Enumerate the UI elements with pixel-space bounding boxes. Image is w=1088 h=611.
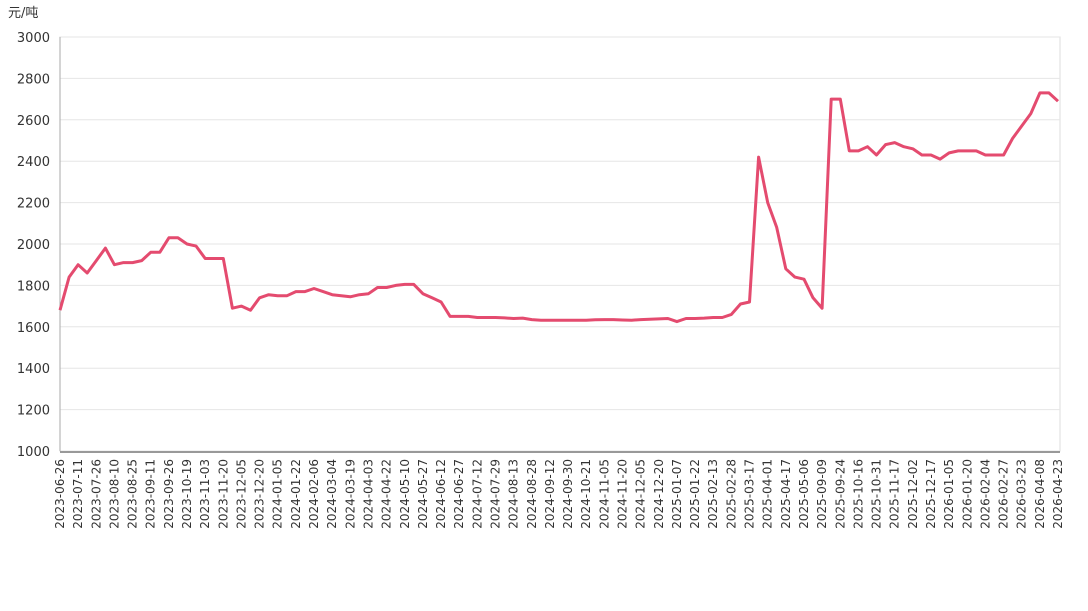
x-tick-label: 2024-12-05 [634, 459, 648, 529]
x-tick-label: 2023-11-03 [198, 459, 212, 529]
x-tick-label: 2024-07-29 [488, 459, 502, 529]
x-tick-label: 2025-02-13 [706, 459, 720, 529]
x-tick-label: 2023-11-20 [216, 459, 230, 529]
y-tick-label: 2800 [17, 72, 50, 87]
x-tick-label: 2024-01-22 [289, 459, 303, 529]
x-tick-label: 2025-09-24 [833, 459, 847, 529]
x-tick-label: 2025-09-09 [815, 459, 829, 529]
y-tick-label: 2600 [17, 114, 50, 129]
x-tick-label: 2025-05-06 [797, 459, 811, 529]
x-tick-label: 2026-01-05 [942, 459, 956, 529]
x-tick-label: 2023-12-05 [234, 459, 248, 529]
x-tick-label: 2026-02-04 [978, 459, 992, 529]
x-tick-label: 2026-01-20 [960, 459, 974, 529]
x-tick-label: 2024-08-13 [507, 459, 521, 529]
x-tick-label: 2025-04-01 [761, 459, 775, 529]
x-tick-label: 2025-04-17 [779, 459, 793, 529]
line [58, 91, 1060, 324]
x-tick-label: 2026-04-23 [1051, 459, 1065, 529]
y-tick-label: 2200 [17, 197, 50, 212]
x-tick-label: 2026-03-23 [1015, 459, 1029, 529]
x-tick-label: 2023-09-11 [144, 459, 158, 529]
x-tick-label: 2024-06-27 [452, 459, 466, 529]
y-tick-label: 1000 [17, 445, 50, 460]
x-tick-label: 2025-12-02 [906, 459, 920, 529]
x-tick-label: 2024-06-12 [434, 459, 448, 529]
x-tick-label: 2024-09-30 [561, 459, 575, 529]
x-tick-label: 2024-09-12 [543, 459, 557, 529]
x-tick-label: 2025-01-07 [670, 459, 684, 529]
x-tick-label: 2024-01-05 [271, 459, 285, 529]
x-tick-label: 2024-03-04 [325, 459, 339, 529]
x-tick-label: 2023-07-26 [89, 459, 103, 529]
y-tick-label: 1400 [17, 362, 50, 377]
x-tick-label: 2023-12-20 [253, 459, 267, 529]
x-tick-label: 2023-08-25 [126, 459, 140, 529]
y-tick-label: 2000 [17, 238, 50, 253]
x-tick-label: 2024-05-10 [398, 459, 412, 529]
x-tick-label: 2023-08-10 [107, 459, 121, 529]
y-unit: 元/吨 [8, 6, 38, 21]
x-tick-label: 2025-12-17 [924, 459, 938, 529]
x-tick-label: 2024-02-06 [307, 459, 321, 529]
x-tick-label: 2024-11-20 [616, 459, 630, 529]
x-tick-label: 2025-10-31 [870, 459, 884, 529]
y-tick-label: 1800 [17, 279, 50, 294]
x-tick-label: 2024-11-05 [597, 459, 611, 529]
x-tick-label: 2026-04-08 [1033, 459, 1047, 529]
x-tick-label: 2025-01-22 [688, 459, 702, 529]
y-tick-label: 2400 [17, 155, 50, 170]
x-tick-label: 2024-08-28 [525, 459, 539, 529]
x-tick-label: 2024-03-19 [343, 459, 357, 529]
x-tick-label: 2023-09-26 [162, 459, 176, 529]
y-tick-label: 1600 [17, 321, 50, 336]
x-tick-label: 2023-07-11 [71, 459, 85, 529]
x-tick-label: 2026-02-27 [997, 459, 1011, 529]
x-tick-label: 2024-05-27 [416, 459, 430, 529]
y-tick-label: 1200 [17, 404, 50, 419]
x-tick-label: 2024-12-20 [652, 459, 666, 529]
x-tick-label: 2023-06-26 [53, 459, 67, 529]
y-tick-label: 3000 [17, 31, 50, 46]
x-tick-label: 2024-04-22 [380, 459, 394, 529]
x-tick-label: 2025-03-17 [743, 459, 757, 529]
x-tick-label: 2024-10-21 [579, 459, 593, 529]
x-tick-label: 2025-02-28 [724, 459, 738, 529]
x-tick-label: 2024-07-12 [470, 459, 484, 529]
x-tick-label: 2025-11-17 [888, 459, 902, 529]
x-tick-label: 2023-10-19 [180, 459, 194, 529]
x-tick-label: 2024-04-03 [361, 459, 375, 529]
x-tick-label: 2025-10-16 [851, 459, 865, 529]
